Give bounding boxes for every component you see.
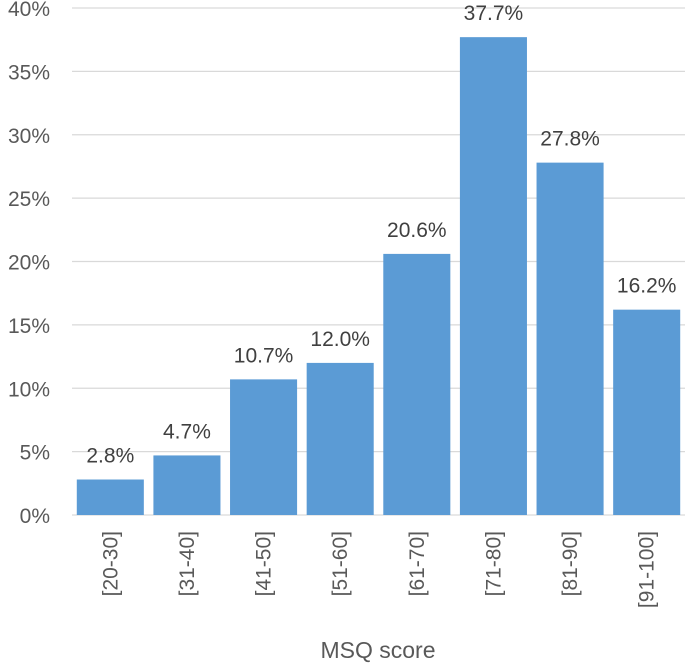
y-tick-label: 30%	[8, 125, 50, 148]
data-label: 27.8%	[540, 128, 600, 151]
bar	[536, 162, 604, 515]
y-tick-label: 10%	[8, 378, 50, 401]
bars	[76, 37, 681, 516]
data-label: 4.7%	[163, 420, 211, 443]
x-tick-label: [20-30]	[99, 531, 122, 596]
data-label: 10.7%	[234, 344, 294, 367]
data-label: 20.6%	[387, 219, 447, 242]
y-tick-label: 0%	[20, 505, 50, 528]
gridlines	[72, 7, 685, 516]
x-tick-label: [31-40]	[176, 531, 199, 596]
x-axis-title: MSQ score	[320, 637, 435, 663]
data-label: 12.0%	[310, 328, 370, 351]
x-tick-label: [91-100]	[636, 531, 659, 608]
x-axis-ticks: [20-30] [31-40] [41-50] [51-60] [61-70] [71-8…	[99, 531, 658, 608]
y-tick-label: 25%	[8, 188, 50, 211]
y-tick-label: 20%	[8, 252, 50, 275]
data-label: 2.8%	[86, 445, 134, 468]
x-tick-label: [81-90]	[559, 531, 582, 596]
y-tick-label: 35%	[8, 61, 50, 84]
bar	[306, 362, 374, 515]
x-tick-label: [61-70]	[406, 531, 429, 596]
x-tick-label: [71-80]	[482, 531, 505, 596]
bar	[230, 379, 298, 515]
data-label: 16.2%	[617, 275, 677, 298]
data-labels: 2.8% 4.7% 10.7% 12.0% 20.6% 37.7% 27.8% 16.2%	[86, 2, 676, 467]
y-tick-label: 5%	[20, 442, 50, 465]
bar	[459, 37, 527, 516]
y-tick-label: 15%	[8, 315, 50, 338]
bar	[153, 455, 221, 515]
x-tick-label: [51-60]	[329, 531, 352, 596]
bar	[76, 479, 144, 515]
x-tick-label: [41-50]	[253, 531, 276, 596]
y-axis-ticks: 0% 5% 10% 15% 20% 25% 30% 35% 40%	[8, 0, 50, 528]
data-label: 37.7%	[464, 2, 524, 25]
bar	[383, 253, 451, 515]
y-tick-label: 40%	[8, 0, 50, 21]
bar	[613, 309, 681, 515]
